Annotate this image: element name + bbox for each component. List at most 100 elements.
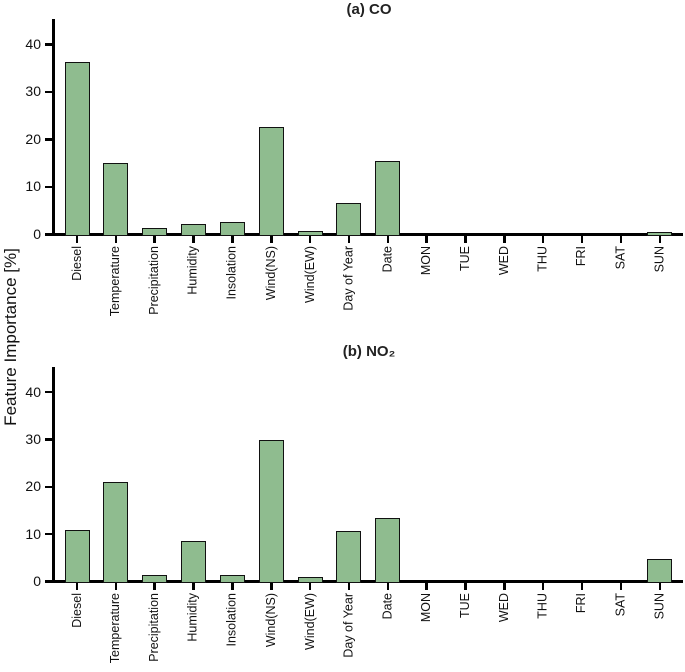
y-tick xyxy=(45,485,52,489)
x-tick-label: Wind(EW) xyxy=(302,246,317,303)
x-tick xyxy=(231,236,234,243)
x-tick xyxy=(308,236,312,243)
x-tick-label: Wind(NS) xyxy=(263,593,278,648)
x-tick xyxy=(153,583,156,590)
x-tick xyxy=(347,236,351,243)
x-tick xyxy=(619,583,623,590)
y-tick xyxy=(45,90,52,94)
y-tick xyxy=(45,580,52,583)
x-tick xyxy=(192,236,195,243)
y-axis-line xyxy=(52,19,55,236)
bar-insolation xyxy=(219,575,245,583)
x-tick xyxy=(503,236,506,243)
y-tick xyxy=(45,438,52,441)
x-tick xyxy=(386,583,390,590)
x-tick-label: Insolation xyxy=(224,246,239,300)
bar-date xyxy=(375,160,401,236)
x-tick xyxy=(580,583,584,590)
x-tick xyxy=(541,236,545,243)
x-tick-label: Precipitation xyxy=(147,593,162,662)
bar-sun xyxy=(647,231,673,236)
x-tick xyxy=(114,583,118,590)
x-tick-label: SAT xyxy=(613,246,628,270)
x-tick-label: SAT xyxy=(613,593,628,617)
x-tick xyxy=(619,236,623,243)
x-tick-label: THU xyxy=(535,593,550,619)
x-tick-label: Insolation xyxy=(224,593,239,647)
x-tick-label: Date xyxy=(380,593,395,620)
x-tick xyxy=(153,236,156,243)
x-tick xyxy=(114,236,118,243)
bar-day-of-year xyxy=(336,203,362,236)
x-tick-label: SUN xyxy=(652,593,667,620)
bar-temperature xyxy=(103,482,129,583)
bar-diesel xyxy=(64,530,90,583)
bar-diesel xyxy=(64,61,90,236)
x-tick-label: Humidity xyxy=(186,246,201,295)
bar-insolation xyxy=(219,221,245,236)
y-axis-line xyxy=(52,367,55,583)
x-tick-label: FRI xyxy=(574,593,589,614)
x-tick xyxy=(658,236,661,243)
y-tick-label: 0 xyxy=(33,573,41,589)
x-tick xyxy=(386,236,390,243)
x-tick-label: THU xyxy=(535,246,550,272)
x-tick xyxy=(347,583,351,590)
bar-precipitation xyxy=(142,574,168,583)
x-tick-label: MON xyxy=(419,593,434,623)
y-tick-label: 20 xyxy=(25,130,41,147)
x-tick xyxy=(425,236,428,243)
x-tick xyxy=(503,583,506,590)
x-tick-label: FRI xyxy=(574,246,589,267)
y-tick xyxy=(45,532,52,536)
x-tick-label: Humidity xyxy=(186,593,201,642)
x-tick xyxy=(658,583,661,590)
x-tick xyxy=(75,236,79,243)
y-tick-label: 40 xyxy=(25,383,41,400)
bar-precipitation xyxy=(142,228,168,236)
bar-temperature xyxy=(103,162,129,236)
x-tick-label: Temperature xyxy=(108,246,123,317)
y-tick-label: 30 xyxy=(25,83,41,100)
chart-a-title: (a) CO xyxy=(346,1,392,18)
x-tick xyxy=(75,583,79,590)
y-tick xyxy=(45,185,52,189)
x-tick-label: WED xyxy=(496,246,511,276)
bar-day-of-year xyxy=(336,531,362,583)
x-tick-label: Diesel xyxy=(69,246,84,281)
bar-date xyxy=(375,518,401,583)
y-tick xyxy=(45,233,52,236)
y-tick-label: 20 xyxy=(25,478,41,495)
x-axis-line xyxy=(52,580,683,583)
y-tick xyxy=(45,138,52,141)
y-tick-label: 10 xyxy=(25,178,41,195)
x-tick-label: Day of Year xyxy=(341,246,356,311)
y-tick-label: 30 xyxy=(25,431,41,447)
x-tick-label: TUE xyxy=(458,246,472,271)
x-tick-label: Precipitation xyxy=(147,246,162,315)
y-tick-label: 10 xyxy=(25,525,41,542)
x-tick-label: TUE xyxy=(458,593,472,618)
y-tick-label: 0 xyxy=(33,226,41,242)
x-tick-label: WED xyxy=(496,593,511,623)
bar-wind-ew- xyxy=(297,230,323,236)
x-tick-label: Temperature xyxy=(108,593,123,664)
x-tick xyxy=(464,236,467,243)
y-tick xyxy=(45,390,52,394)
x-axis-line xyxy=(52,233,683,236)
x-tick-label: SUN xyxy=(652,246,667,273)
x-tick-label: MON xyxy=(419,246,434,276)
bar-sun xyxy=(647,558,673,583)
chart-b-title: (b) NO₂ xyxy=(342,343,396,360)
x-tick xyxy=(308,583,312,590)
bar-humidity xyxy=(181,540,207,583)
x-tick-label: Day of Year xyxy=(341,593,356,658)
x-tick xyxy=(541,583,545,590)
x-tick xyxy=(231,583,234,590)
y-tick-label: 40 xyxy=(25,35,41,52)
y-tick xyxy=(45,43,52,46)
x-tick-label: Diesel xyxy=(69,593,84,628)
x-tick xyxy=(425,583,428,590)
bar-wind-ew- xyxy=(297,576,323,583)
